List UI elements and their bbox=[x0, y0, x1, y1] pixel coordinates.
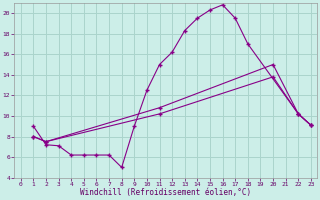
X-axis label: Windchill (Refroidissement éolien,°C): Windchill (Refroidissement éolien,°C) bbox=[80, 188, 252, 197]
